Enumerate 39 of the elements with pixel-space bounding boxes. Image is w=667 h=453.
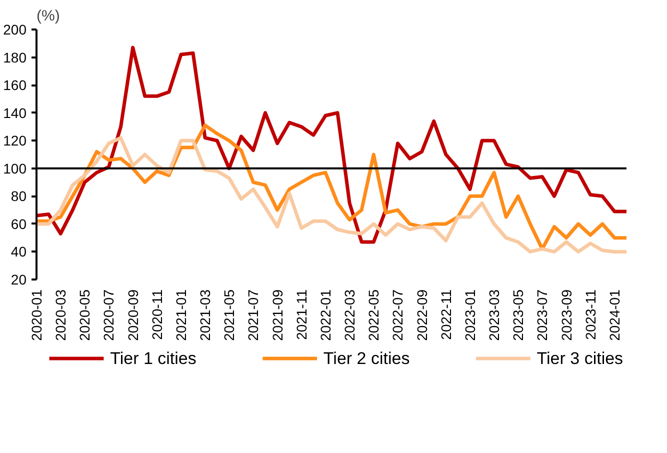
y-tick-label: 200 (3, 22, 27, 38)
y-tick-label: 180 (3, 49, 27, 66)
x-tick-label: 2021-05 (221, 289, 238, 341)
y-axis-title: (%) (36, 8, 60, 24)
x-tick-label: 2023-03 (486, 289, 502, 341)
x-tick-label: 2022-09 (414, 289, 430, 341)
y-tick-label: 160 (3, 77, 27, 94)
x-tick-label: 2020-11 (148, 289, 165, 340)
x-tick-label: 2024-01 (606, 289, 622, 341)
y-tick-label: 80 (10, 188, 27, 204)
x-tick-label: 2021-11 (293, 289, 310, 340)
x-tick-label: 2023-09 (558, 289, 574, 341)
x-tick-label: 2022-03 (342, 289, 358, 341)
x-tick-label: 2021-09 (269, 289, 286, 341)
legend-label: Tier 2 cities (323, 349, 410, 368)
x-tick-label: 2020-01 (28, 289, 44, 341)
x-tick-label: 2023-01 (462, 289, 478, 341)
y-tick-label: 120 (3, 132, 27, 149)
x-tick-label: 2022-07 (390, 289, 406, 341)
x-tick-label: 2020-07 (100, 289, 117, 341)
legend-label: Tier 3 cities (536, 349, 624, 368)
x-tick-label: 2023-07 (534, 289, 550, 341)
y-tick-label: 40 (10, 244, 27, 260)
x-tick-label: 2021-07 (245, 289, 262, 341)
x-tick-label: 2023-11 (582, 289, 598, 340)
x-tick-label: 2020-03 (52, 289, 69, 341)
y-tick-label: 60 (10, 216, 27, 232)
x-tick-label: 2021-03 (197, 289, 214, 341)
y-tick-label: 140 (3, 104, 27, 121)
x-tick-label: 2020-05 (76, 289, 93, 341)
x-tick-label: 2023-05 (510, 289, 526, 341)
y-tick-label: 100 (3, 160, 27, 176)
x-tick-label: 2022-11 (438, 289, 454, 340)
x-tick-label: 2020-09 (124, 289, 141, 341)
y-tick-label: 20 (10, 272, 27, 288)
x-tick-label: 2022-01 (317, 289, 334, 341)
legend-label: Tier 1 cities (110, 349, 196, 368)
x-tick-label: 2022-05 (366, 289, 382, 341)
x-tick-label: 2021-01 (172, 289, 189, 341)
